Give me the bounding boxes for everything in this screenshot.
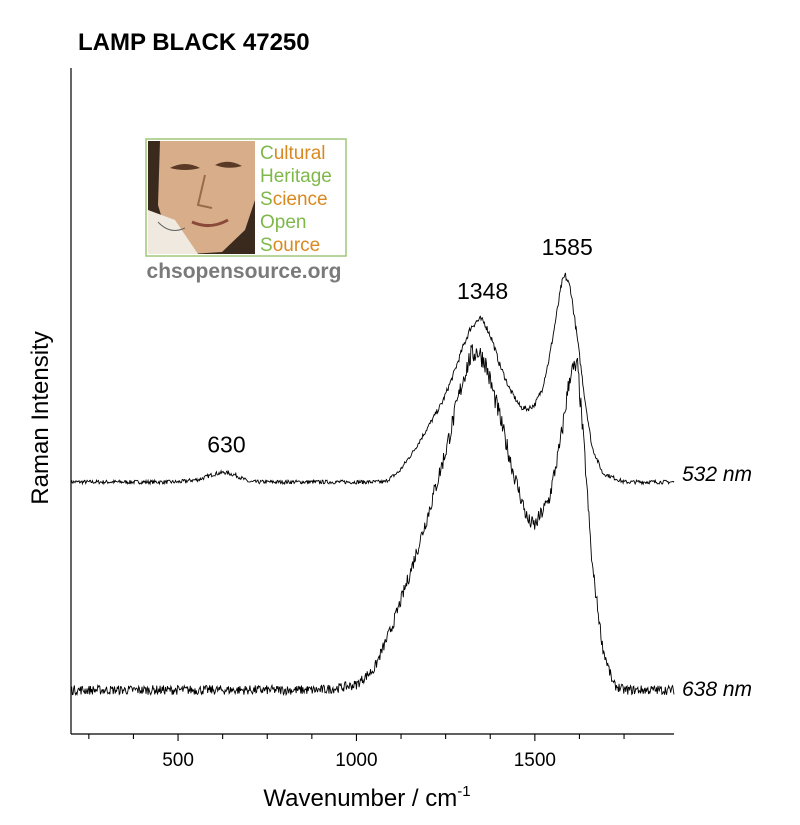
x-tick-label: 500 [162,750,194,771]
logo-word: Open [260,212,306,233]
series-line-532nm [70,272,675,486]
portrait-image [148,141,255,254]
x-axis-label-text: Wavenumber / cm [263,785,457,812]
spectra-series: 532 nm 638 nm [70,272,752,701]
y-axis-label: Raman Intensity [27,331,54,504]
peak-label: 630 [207,431,245,457]
logo-word: Cultural [260,143,325,164]
series-line-638nm [70,344,675,697]
x-axis-label-superscript: -1 [457,783,470,800]
logo-word: Source [260,235,320,256]
peak-label: 1348 [457,278,508,304]
logo-word: Heritage [260,166,332,187]
x-axis-label: Wavenumber / cm-1 [263,783,470,812]
x-tick-label: 1500 [514,750,556,771]
series-label: 638 nm [682,678,752,701]
peak-label: 1585 [542,234,593,260]
series-label: 532 nm [682,463,752,486]
logo-word: Science [260,189,328,210]
x-tick-label: 1000 [335,750,377,771]
chart-title: LAMP BLACK 47250 [78,29,310,56]
logo-url: chsopensource.org [147,260,342,283]
peak-annotations: 630 1348 1585 [207,234,593,457]
x-axis-ticks: 500 1000 1500 [88,734,625,771]
